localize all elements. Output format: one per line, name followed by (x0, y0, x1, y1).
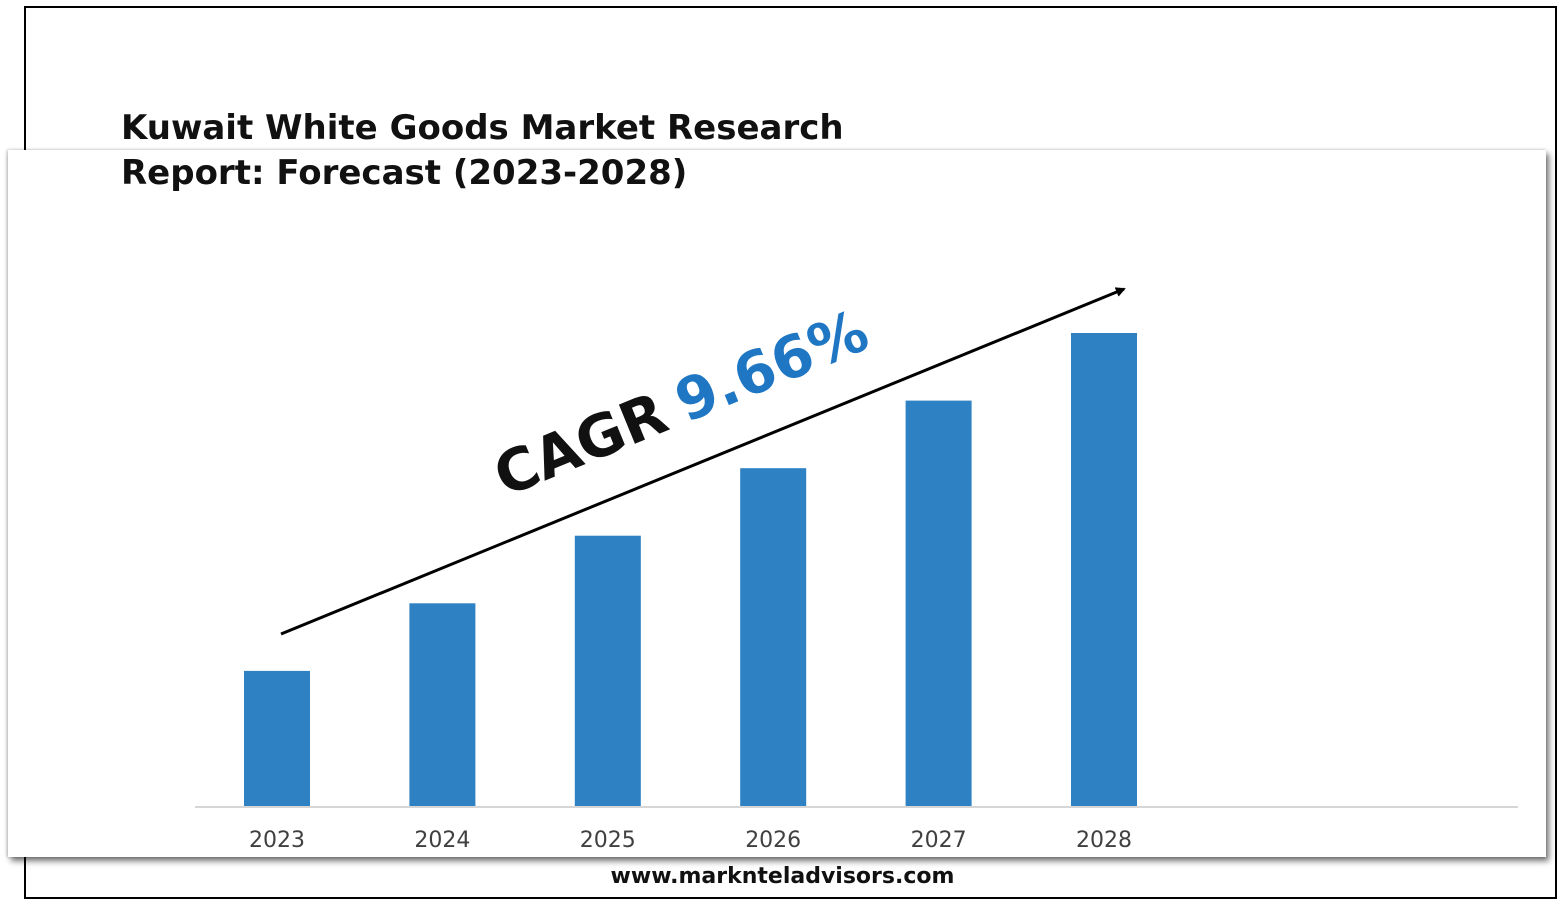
x-tick-label-2026: 2026 (745, 828, 801, 853)
cagr-annotation: CAGR9.66% (485, 296, 878, 510)
x-tick-label-2025: 2025 (580, 828, 636, 853)
trend-arrow (280, 287, 1126, 636)
bar-2025 (574, 535, 641, 806)
bars (244, 333, 1137, 806)
bar-2027 (905, 400, 972, 806)
title-line-1: Kuwait White Goods Market Research (121, 108, 844, 148)
x-tick-label-2028: 2028 (1076, 828, 1132, 853)
bar-2028 (1071, 333, 1137, 806)
x-tick-label-2027: 2027 (911, 828, 967, 853)
website-footer[interactable]: www.marknteladvisors.com (610, 864, 955, 889)
title-line-2: Report: Forecast (2023-2028) (121, 153, 688, 193)
x-tick-label-2024: 2024 (414, 828, 470, 853)
cagr-label: CAGR (485, 379, 677, 510)
chart-title: Kuwait White Goods Market Research Repor… (121, 106, 881, 196)
cagr-value: 9.66% (666, 296, 878, 435)
bar-2026 (740, 468, 807, 806)
x-tick-label-2023: 2023 (249, 828, 305, 853)
bar-2023 (244, 670, 310, 806)
x-tick-labels: 2023 2024 2025 2026 2027 2028 (249, 828, 1132, 853)
bar-2024 (409, 603, 476, 806)
